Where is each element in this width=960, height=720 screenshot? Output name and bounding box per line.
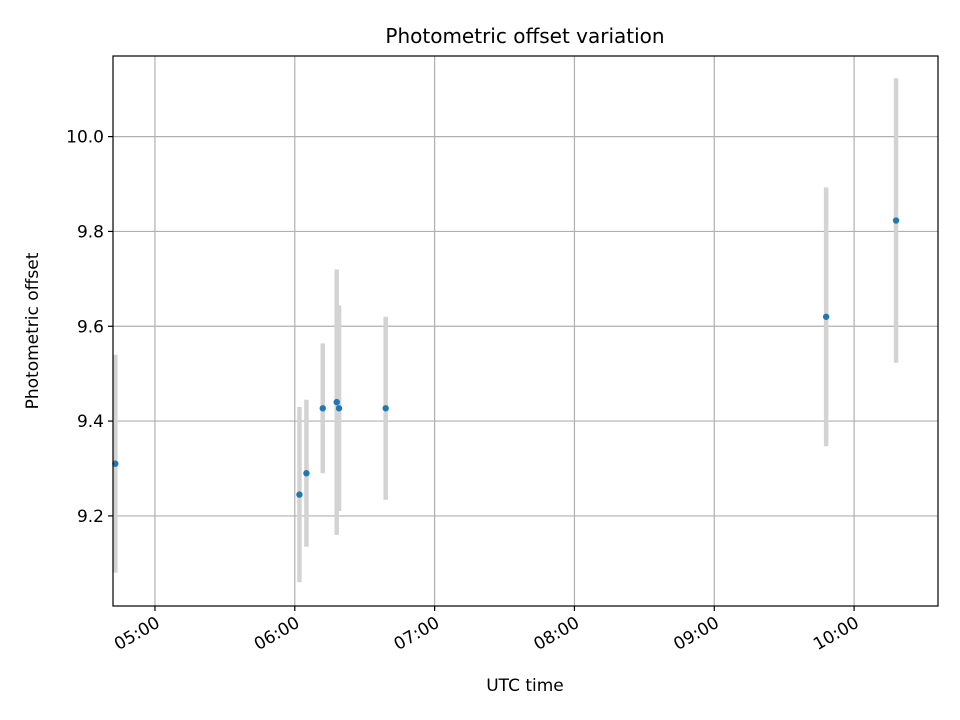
y-axis-label: Photometric offset <box>23 252 43 409</box>
data-point <box>333 398 340 406</box>
data-points <box>112 217 900 498</box>
y-tick-label: 9.2 <box>77 507 104 527</box>
y-tick-label: 9.4 <box>77 412 104 432</box>
chart-title: Photometric offset variation <box>385 24 664 48</box>
data-point <box>382 405 389 412</box>
y-tick-label: 9.6 <box>77 317 104 337</box>
y-tick-label: 9.8 <box>77 222 104 242</box>
data-point <box>303 470 310 477</box>
data-point <box>319 405 326 412</box>
data-point <box>296 491 303 498</box>
plot-area-frame <box>112 55 939 607</box>
data-point <box>822 313 830 320</box>
y-tick-label: 10.0 <box>66 128 104 148</box>
grid-lines <box>113 56 938 606</box>
data-point <box>112 460 119 467</box>
data-point <box>335 405 343 412</box>
x-axis-label: UTC time <box>486 676 564 696</box>
data-point <box>892 217 900 224</box>
